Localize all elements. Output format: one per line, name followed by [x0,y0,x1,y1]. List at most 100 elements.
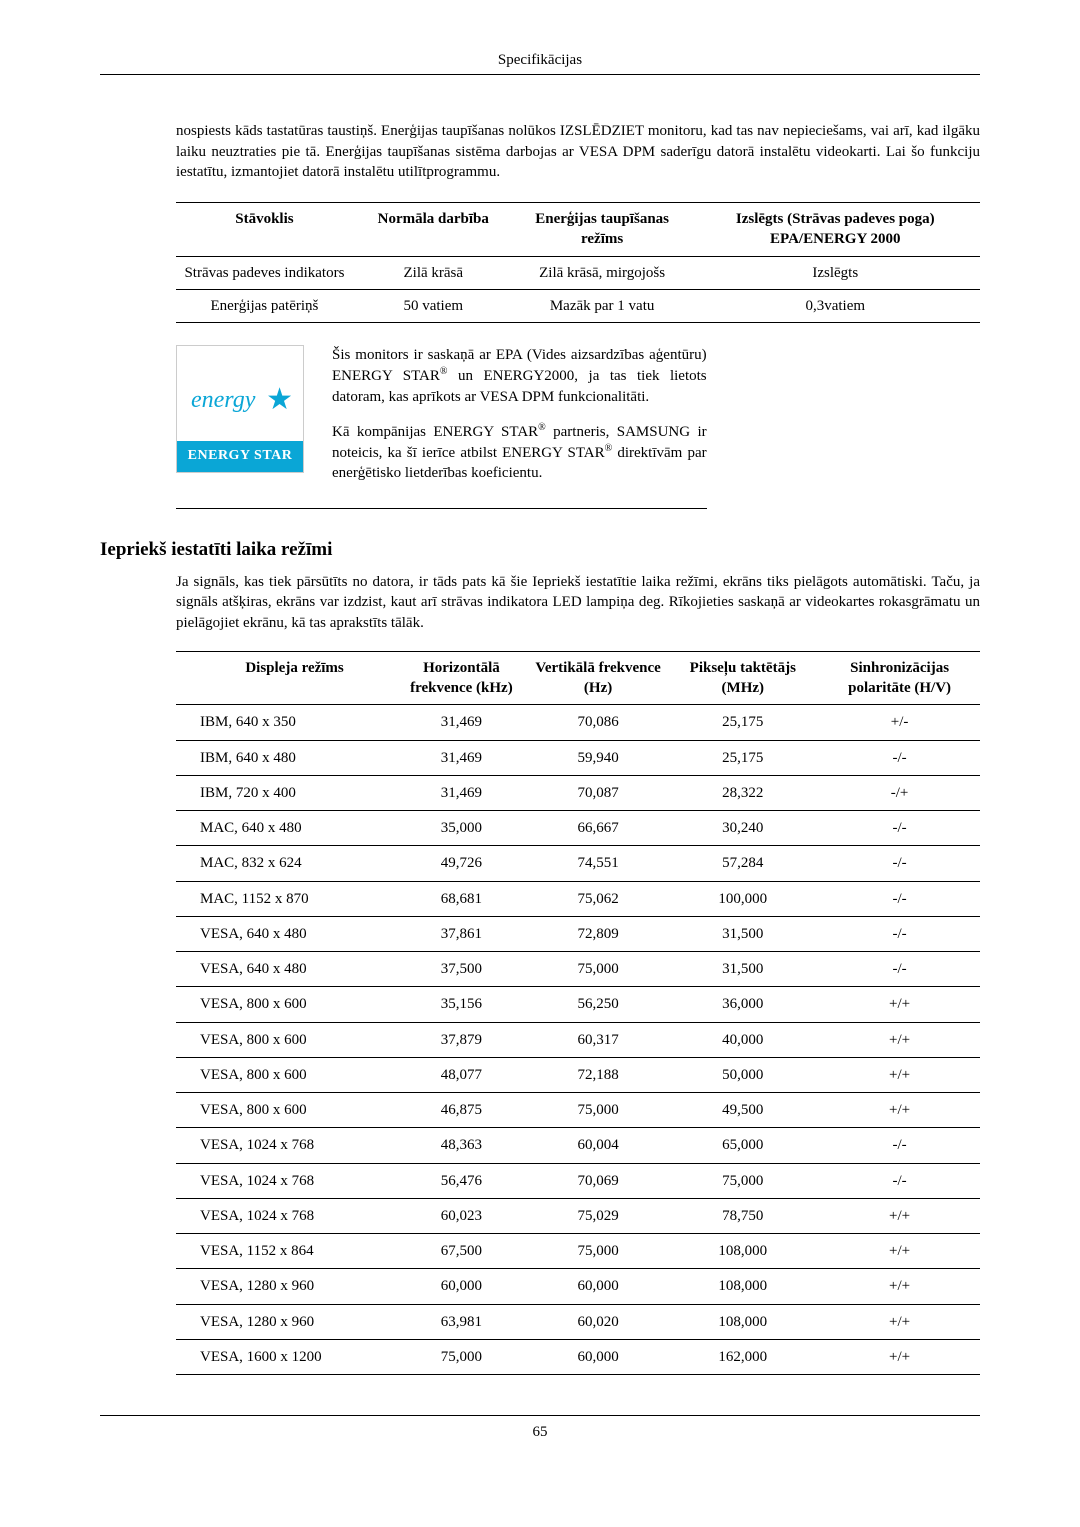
table-cell: 75,000 [393,1339,530,1374]
table-row: Enerģijas patēriņš50 vatiemMazāk par 1 v… [176,289,980,322]
table-cell: 37,500 [393,952,530,987]
table-row: MAC, 640 x 48035,00066,66730,240-/- [176,811,980,846]
table-row: VESA, 640 x 48037,86172,80931,500-/- [176,916,980,951]
table-row: VESA, 1024 x 76856,47670,06975,000-/- [176,1163,980,1198]
table-cell: 37,861 [393,916,530,951]
table-cell: VESA, 1024 x 768 [176,1128,393,1163]
table-cell: 70,069 [530,1163,667,1198]
col-header: Displeja režīms [176,651,393,705]
table-row: VESA, 1152 x 86467,50075,000108,000+/+ [176,1234,980,1269]
page-header: Specifikācijas [100,50,980,75]
timing-modes-table: Displeja režīms Horizontālā frekvence (k… [176,651,980,1375]
table-cell: 25,175 [666,740,819,775]
table-cell: VESA, 1280 x 960 [176,1304,393,1339]
table-row: VESA, 1280 x 96060,00060,000108,000+/+ [176,1269,980,1304]
table-cell: VESA, 640 x 480 [176,916,393,951]
intro-paragraph: nospiests kāds tastatūras taustiņš. Ener… [176,121,980,182]
star-icon: ★ [266,380,293,421]
table-cell: 48,077 [393,1057,530,1092]
table-cell: 35,000 [393,811,530,846]
table-cell: 162,000 [666,1339,819,1374]
col-header: Pikseļu taktētājs (MHz) [666,651,819,705]
table-cell: -/- [819,916,980,951]
timing-modes-paragraph: Ja signāls, kas tiek pārsūtīts no datora… [176,572,980,633]
table-cell: 60,317 [530,1022,667,1057]
table-cell: 36,000 [666,987,819,1022]
table-row: VESA, 1024 x 76848,36360,00465,000-/- [176,1128,980,1163]
table-row: VESA, 800 x 60046,87575,00049,500+/+ [176,1093,980,1128]
table-cell: 67,500 [393,1234,530,1269]
table-header-row: Stāvoklis Normāla darbība Enerģijas taup… [176,203,980,257]
table-cell: 35,156 [393,987,530,1022]
table-cell: 100,000 [666,881,819,916]
section-heading-timing-modes: Iepriekš iestatīti laika režīmi [100,537,980,563]
table-cell: +/+ [819,1057,980,1092]
table-cell: 31,469 [393,705,530,740]
table-cell: 56,476 [393,1163,530,1198]
table-cell: MAC, 640 x 480 [176,811,393,846]
table-cell: VESA, 800 x 600 [176,987,393,1022]
footer-rule [100,1415,980,1416]
table-cell: 31,500 [666,952,819,987]
table-cell: 72,809 [530,916,667,951]
table-row: IBM, 640 x 48031,46959,94025,175-/- [176,740,980,775]
col-header: Izslēgts (Strāvas padeves poga) EPA/ENER… [691,203,980,257]
table-cell: -/- [819,1163,980,1198]
table-cell: +/- [819,705,980,740]
table-cell: +/+ [819,1093,980,1128]
table-row: VESA, 800 x 60035,15656,25036,000+/+ [176,987,980,1022]
table-cell: MAC, 832 x 624 [176,846,393,881]
table-cell: VESA, 800 x 600 [176,1093,393,1128]
table-cell: +/+ [819,987,980,1022]
table-cell: 75,062 [530,881,667,916]
table-cell: MAC, 1152 x 870 [176,881,393,916]
col-header: Normāla darbība [353,203,514,257]
col-header: Vertikālā frekvence (Hz) [530,651,667,705]
logo-script: energy [191,384,255,416]
table-cell: 74,551 [530,846,667,881]
table-cell: IBM, 640 x 480 [176,740,393,775]
table-cell: 0,3vatiem [691,289,980,322]
table-cell: +/+ [819,1022,980,1057]
table-cell: VESA, 1280 x 960 [176,1269,393,1304]
table-cell: 65,000 [666,1128,819,1163]
table-cell: 49,726 [393,846,530,881]
table-cell: 60,000 [393,1269,530,1304]
table-cell: -/- [819,881,980,916]
table-cell: 70,087 [530,775,667,810]
table-cell: +/+ [819,1269,980,1304]
logo-band: ENERGY STAR [177,441,303,472]
table-cell: IBM, 720 x 400 [176,775,393,810]
table-cell: 60,004 [530,1128,667,1163]
table-cell: VESA, 640 x 480 [176,952,393,987]
table-cell: 75,029 [530,1198,667,1233]
table-cell: +/+ [819,1304,980,1339]
table-cell: 60,000 [530,1339,667,1374]
col-header: Enerģijas taupīšanas režīms [514,203,691,257]
table-cell: 31,500 [666,916,819,951]
table-cell: 57,284 [666,846,819,881]
estar-para-2: Kā kompānijas ENERGY STAR® partneris, SA… [332,421,707,484]
header-rule [100,74,980,75]
page-header-title: Specifikācijas [100,50,980,74]
table-cell: IBM, 640 x 350 [176,705,393,740]
table-cell: VESA, 1024 x 768 [176,1198,393,1233]
table-cell: 48,363 [393,1128,530,1163]
table-cell: 56,250 [530,987,667,1022]
table-row: VESA, 1600 x 120075,00060,000162,000+/+ [176,1339,980,1374]
power-states-table: Stāvoklis Normāla darbība Enerģijas taup… [176,202,980,323]
table-cell: 50,000 [666,1057,819,1092]
table-cell: 78,750 [666,1198,819,1233]
table-cell: 37,879 [393,1022,530,1057]
table-cell: Izslēgts [691,256,980,289]
table-header-row: Displeja režīms Horizontālā frekvence (k… [176,651,980,705]
table-cell: -/- [819,846,980,881]
page-number: 65 [100,1422,980,1442]
energy-star-logo-wrap: energy ★ ENERGY STAR [176,345,316,498]
table-row: IBM, 640 x 35031,46970,08625,175+/- [176,705,980,740]
col-header: Sinhronizācijas polaritāte (H/V) [819,651,980,705]
table-cell: 75,000 [530,1093,667,1128]
table-row: VESA, 1280 x 96063,98160,020108,000+/+ [176,1304,980,1339]
table-cell: Strāvas padeves indikators [176,256,353,289]
table-cell: 46,875 [393,1093,530,1128]
